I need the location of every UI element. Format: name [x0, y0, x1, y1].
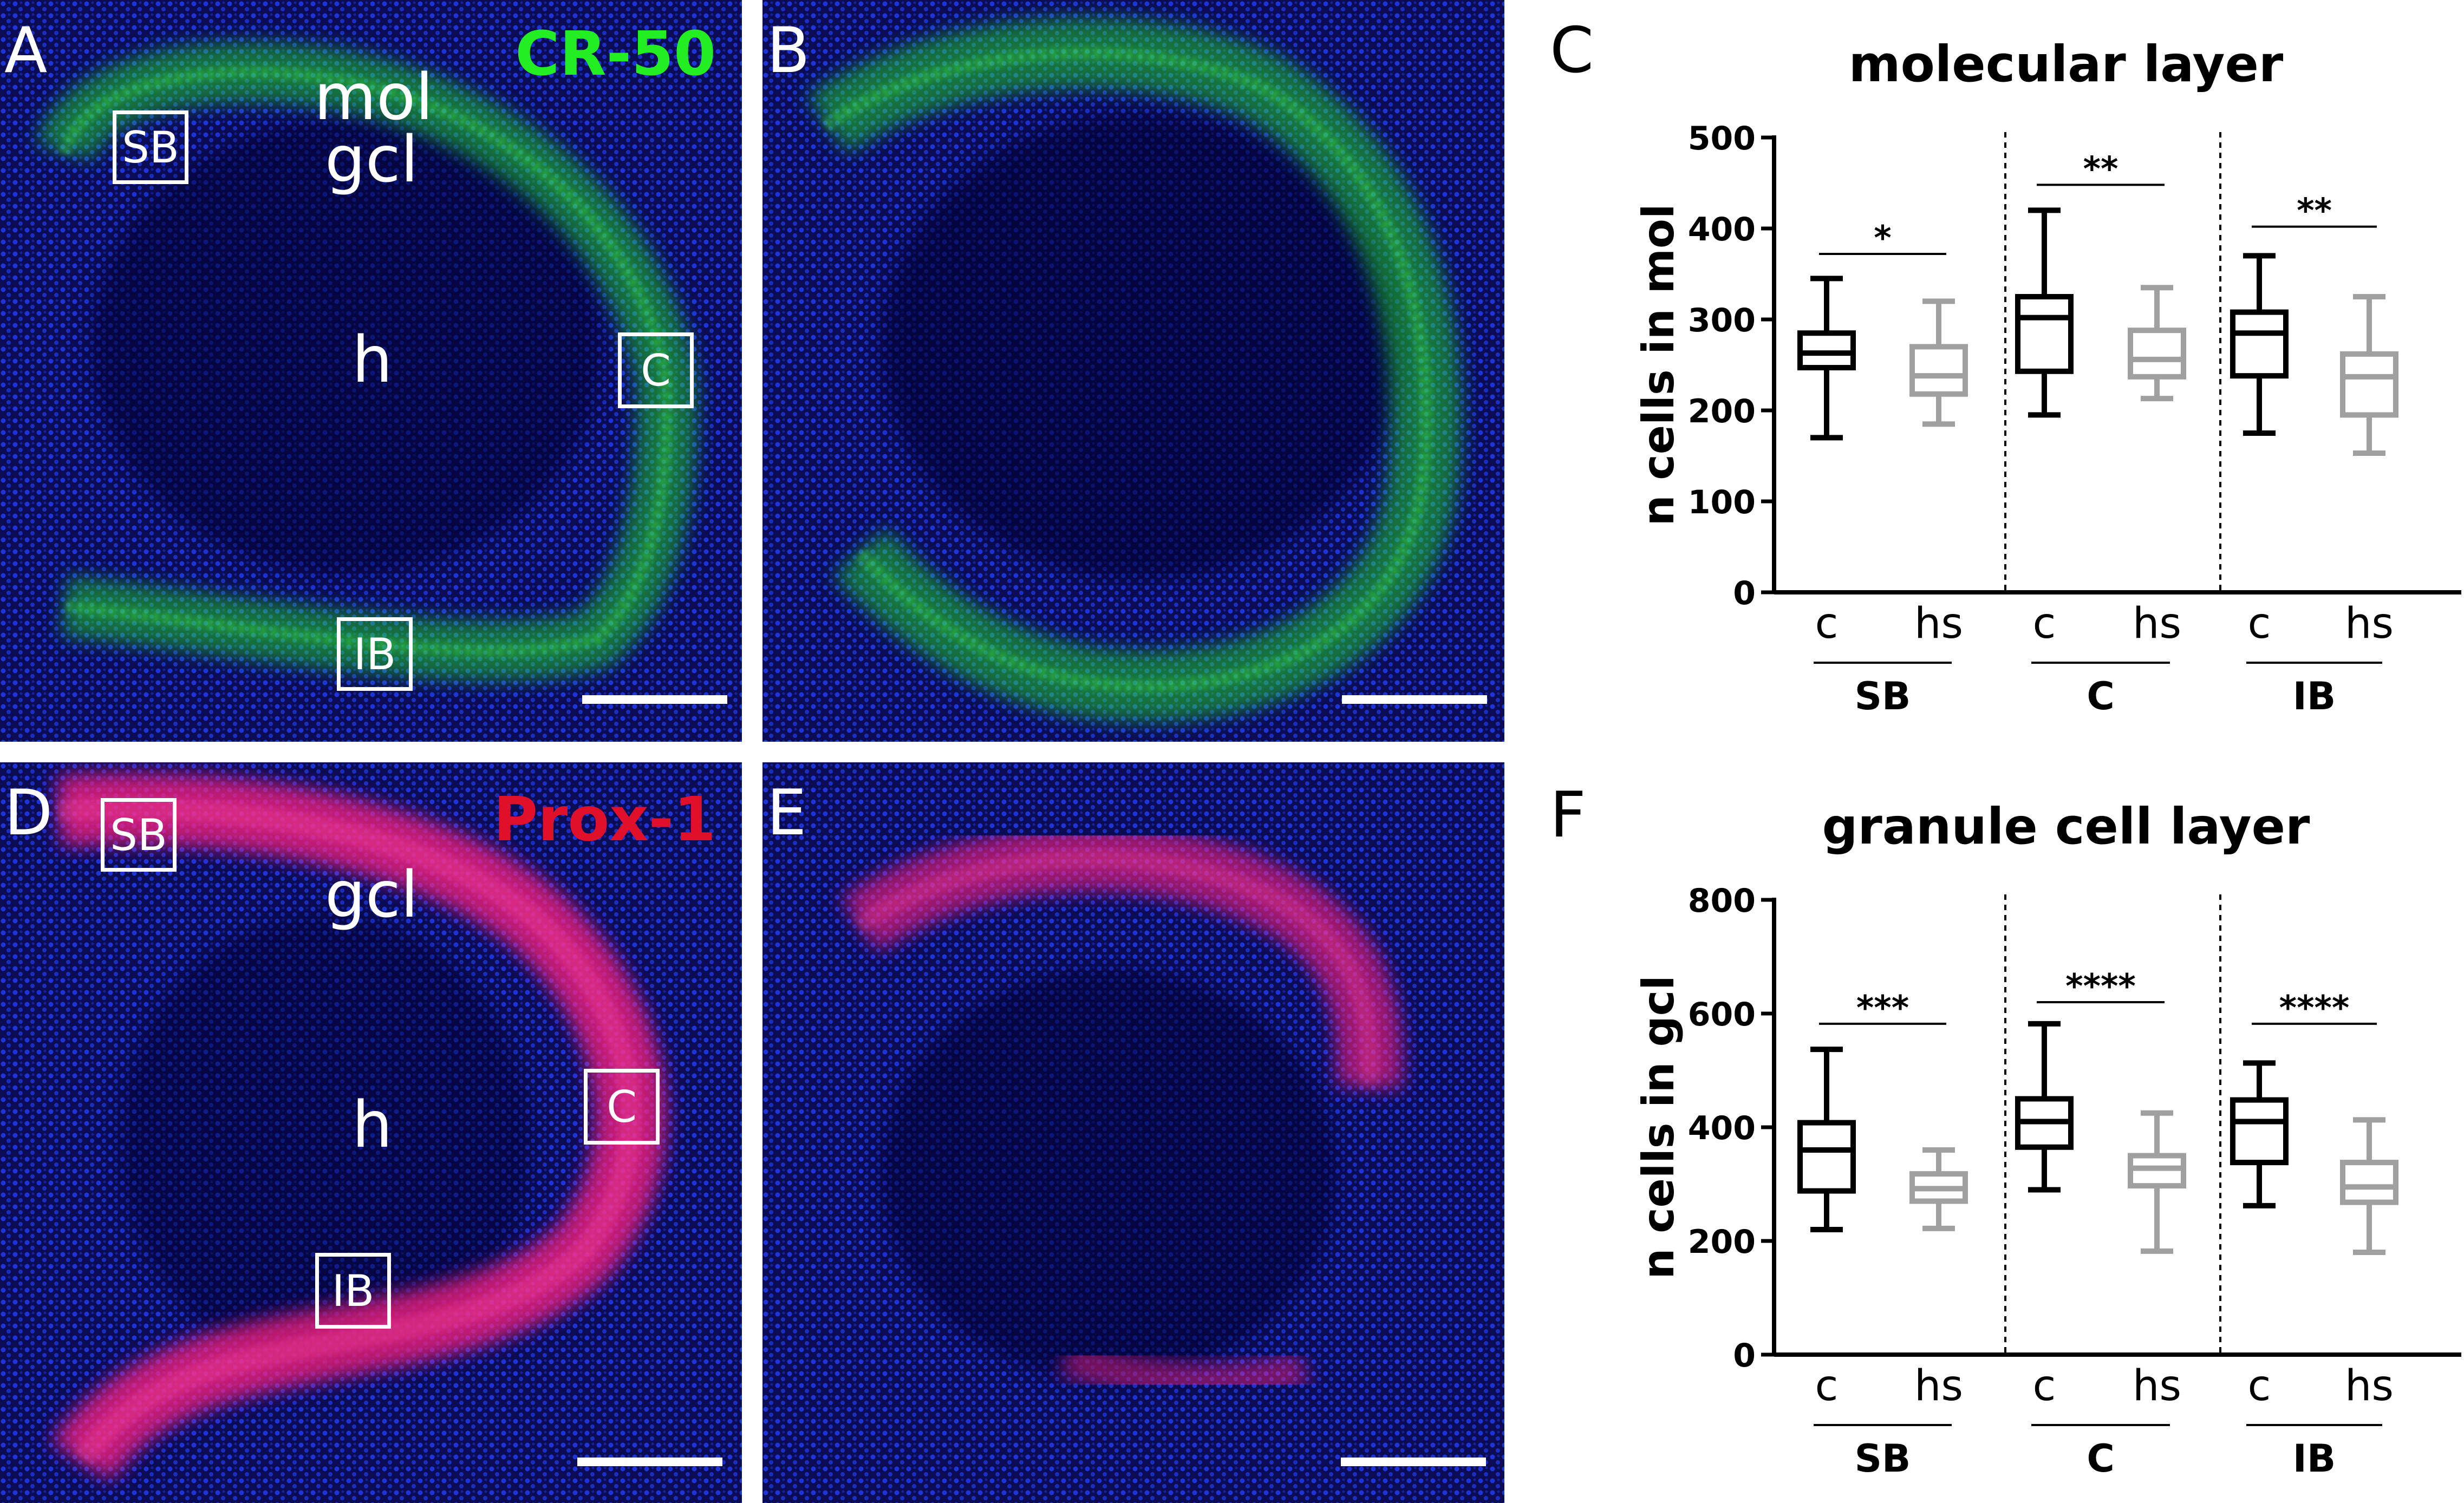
- x-category-label: c: [2248, 599, 2271, 648]
- box-c-c: [2015, 294, 2074, 374]
- x-category-label: c: [2033, 599, 2056, 648]
- region-box-sb: SB: [101, 798, 177, 872]
- panel-letter-c: C: [1550, 14, 1594, 87]
- region-box-c: C: [584, 1069, 660, 1145]
- significance-marker: *: [1874, 218, 1891, 258]
- scale-bar: [1341, 1458, 1486, 1466]
- micrograph-e: E: [762, 762, 1504, 1503]
- box-c-hs: [2128, 328, 2186, 380]
- y-tick-label: 0: [1733, 1337, 1756, 1375]
- box-plot-molecular-layer: molecular layer n cells in mol 0 100 200 300 4…: [1633, 35, 2461, 718]
- region-label-gcl: gcl: [325, 122, 419, 197]
- micrograph-d: D Prox-1 gcl h SB C IB: [0, 762, 742, 1503]
- region-label-gcl: gcl: [325, 857, 419, 932]
- x-category-label: c: [2248, 1362, 2271, 1410]
- panel-letter-a: A: [4, 14, 48, 87]
- x-category-label: hs: [2345, 1362, 2394, 1410]
- region-box-ib: IB: [337, 617, 413, 691]
- box-ib-c: [2230, 309, 2289, 379]
- scale-bar: [1342, 695, 1487, 704]
- x-category-label: hs: [2133, 599, 2181, 648]
- significance-marker: ***: [1856, 988, 1909, 1028]
- region-box-ib: IB: [315, 1253, 391, 1329]
- group-label: C: [2087, 674, 2114, 718]
- box-ib-hs: [2340, 1160, 2398, 1205]
- significance-marker: **: [2297, 191, 2332, 231]
- significance-marker: ****: [2065, 966, 2136, 1006]
- x-category-label: hs: [1914, 1362, 1963, 1410]
- x-category-label: c: [1815, 599, 1839, 648]
- region-label-h: h: [352, 1087, 393, 1162]
- y-tick-label: 600: [1688, 996, 1756, 1034]
- significance-marker: **: [2083, 149, 2118, 188]
- group-label: IB: [2293, 674, 2336, 718]
- box-ib-hs: [2340, 351, 2398, 418]
- x-category-label: c: [2033, 1362, 2056, 1410]
- panel-letter-f: F: [1550, 779, 1586, 852]
- micrograph-b: B: [762, 0, 1504, 742]
- box-sb-c: [1797, 330, 1856, 371]
- x-category-label: hs: [1914, 599, 1963, 648]
- region-box-c: C: [618, 332, 694, 408]
- group-label: IB: [2293, 1436, 2336, 1481]
- region-label-mol: mol: [314, 60, 433, 134]
- y-axis-label: n cells in gcl: [1633, 975, 1684, 1279]
- box-plot-granule-cell-layer: granule cell layer n cells in gcl 0 200 400 6…: [1633, 798, 2461, 1481]
- y-tick-label: 400: [1688, 1109, 1756, 1147]
- stain-label-prox1: Prox-1: [493, 785, 716, 855]
- scale-bar: [582, 695, 727, 704]
- y-tick-label: 200: [1688, 1223, 1756, 1261]
- panel-letter-e: E: [767, 776, 807, 849]
- box-sb-hs: [1909, 344, 1968, 397]
- significance-marker: ****: [2279, 988, 2350, 1028]
- x-category-label: hs: [2133, 1362, 2181, 1410]
- y-axis-label: n cells in mol: [1633, 204, 1684, 526]
- group-label: SB: [1855, 1436, 1911, 1481]
- group-label: C: [2087, 1436, 2114, 1481]
- chart-title: granule cell layer: [1822, 798, 2310, 855]
- micrograph-e-image: [762, 762, 1504, 1503]
- y-tick-label: 200: [1688, 393, 1756, 430]
- x-category-label: hs: [2345, 599, 2394, 648]
- stain-label-cr50: CR-50: [515, 19, 716, 89]
- y-tick-label: 800: [1688, 882, 1756, 920]
- micrograph-d-image: [0, 762, 742, 1503]
- y-tick-label: 400: [1688, 211, 1756, 249]
- y-tick-label: 0: [1733, 574, 1756, 612]
- x-category-label: c: [1815, 1362, 1839, 1410]
- micrograph-b-image: [762, 0, 1504, 742]
- box-sb-c: [1797, 1120, 1856, 1194]
- group-label: SB: [1855, 674, 1911, 718]
- y-tick-label: 300: [1688, 302, 1756, 339]
- y-tick-label: 500: [1688, 120, 1756, 158]
- chart-title: molecular layer: [1849, 35, 2284, 93]
- y-tick-label: 100: [1688, 483, 1756, 521]
- scale-bar: [577, 1458, 722, 1466]
- panel-letter-b: B: [767, 14, 810, 87]
- panel-letter-d: D: [4, 776, 53, 849]
- box-ib-c: [2230, 1097, 2289, 1166]
- region-box-sb: SB: [113, 110, 188, 184]
- micrograph-a: A CR-50 mol gcl h SB C IB: [0, 0, 742, 742]
- region-label-h: h: [352, 322, 393, 397]
